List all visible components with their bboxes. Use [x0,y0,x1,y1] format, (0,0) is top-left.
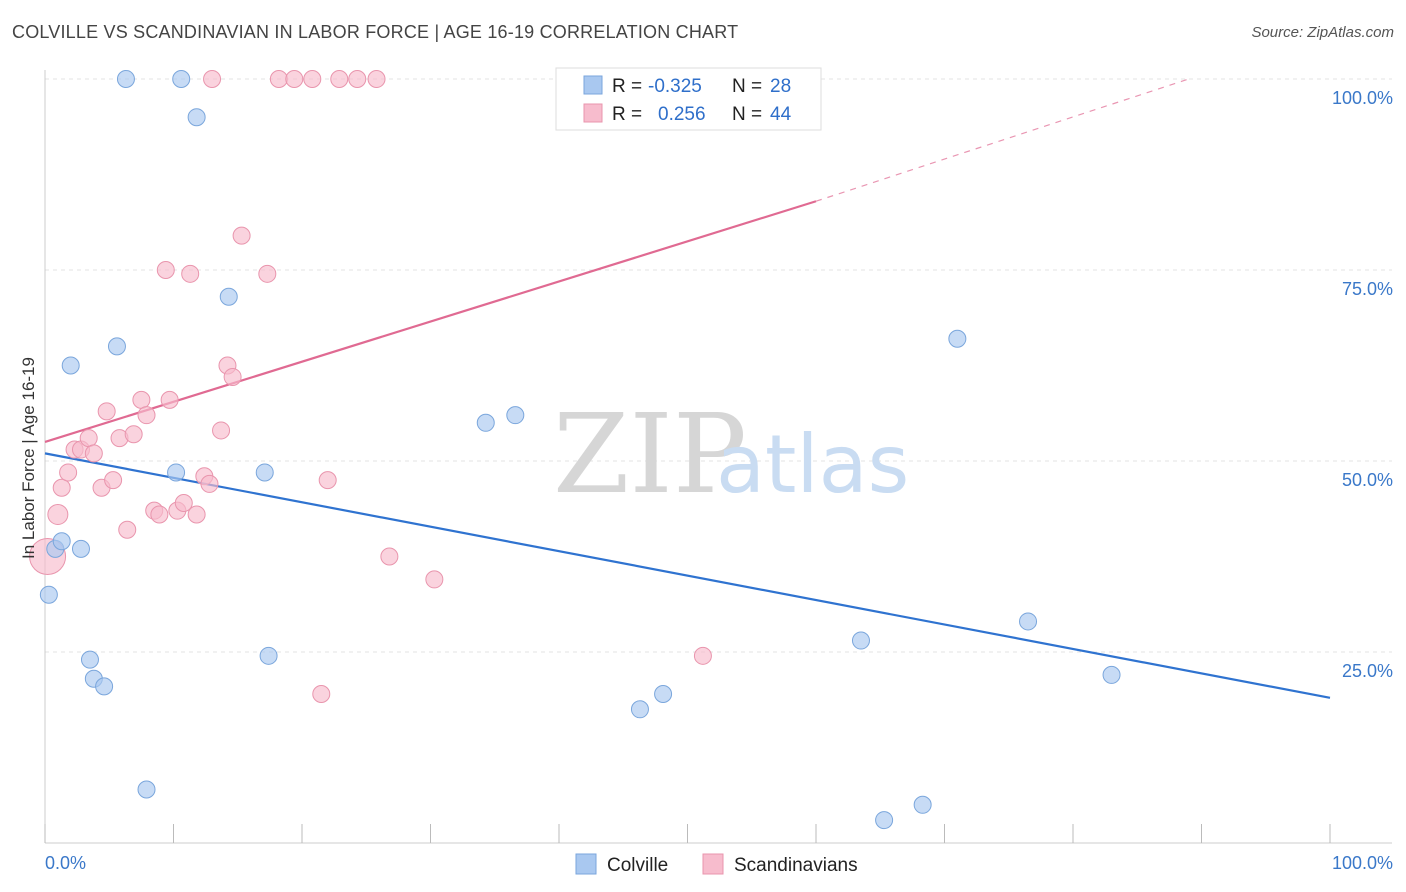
data-point [104,471,123,490]
data-point [255,463,274,482]
data-points [29,70,1121,830]
legend-n-label: N = [732,104,762,125]
legend-r-value: 0.256 [658,104,706,125]
data-point [312,685,331,704]
y-tick-label: 75.0% [1342,279,1393,299]
y-tick-label: 100.0% [1332,88,1393,108]
data-point [59,463,78,482]
data-point [39,585,58,604]
y-axis-label: In Labor Force | Age 16-19 [19,357,38,559]
y-tick-label: 25.0% [1342,661,1393,681]
data-point [80,650,99,669]
watermark-atlas: atlas [716,418,909,511]
legend-n-value: 44 [770,104,792,125]
source-label: Source: ZipAtlas.com [1251,24,1394,41]
data-point [1102,665,1121,684]
data-point [156,261,175,279]
data-point [212,421,231,440]
watermark: ZIP atlas [553,390,909,518]
data-point [61,356,80,375]
data-point [1019,612,1038,631]
legend-swatch-colville [583,75,603,95]
data-point [654,685,673,704]
data-point [259,646,278,665]
legend-r-value: -0.325 [648,76,702,97]
data-point [137,780,156,799]
trend-line-0 [44,452,1331,699]
legend: R = -0.325 N = 28 R = 0.256 N = 44 [555,67,822,131]
data-point [258,264,277,283]
data-point [232,226,251,245]
data-point [851,631,870,650]
data-point [285,70,304,88]
data-point [223,367,242,386]
data-point [348,70,367,88]
x-tick-label-min: 0.0% [45,853,86,873]
data-point [84,444,103,463]
bottom-legend-swatch-scandinavians [702,853,724,875]
data-point [425,570,444,589]
legend-n-value: 28 [770,76,791,97]
data-point [203,70,222,88]
data-point [137,406,156,425]
data-point [476,413,495,432]
data-point [367,70,386,88]
data-point [318,471,337,490]
watermark-zip: ZIP [553,390,747,518]
data-point [160,390,179,409]
data-point [52,532,71,551]
data-point [116,70,135,88]
legend-n-label: N = [732,76,762,97]
bottom-legend: Colville Scandinavians [575,853,858,876]
data-point [913,795,932,814]
data-point [200,474,219,493]
data-point [187,505,206,524]
data-point [172,70,191,88]
chart-title: COLVILLE VS SCANDINAVIAN IN LABOR FORCE … [12,22,739,42]
data-point [107,337,126,356]
bottom-legend-swatch-colville [575,853,597,875]
data-point [181,264,200,283]
data-point [167,463,186,482]
data-point [330,70,349,88]
data-point [71,539,90,558]
x-tick-label-max: 100.0% [1332,853,1393,873]
data-point [303,70,322,88]
axes [44,70,1392,844]
y-tick-label: 50.0% [1342,470,1393,490]
data-point [269,70,288,88]
data-point [97,402,116,421]
data-point [124,425,143,444]
data-point [693,646,712,665]
trend-lines [44,78,1331,699]
data-point [219,287,238,306]
data-point [150,505,169,524]
legend-swatch-scandinavians [583,103,603,123]
bottom-legend-label-colville: Colville [607,855,668,876]
data-point [79,429,98,448]
grid [45,78,1392,653]
legend-r-label: R = [612,76,642,97]
data-point [948,329,967,348]
data-point [95,677,114,696]
data-point [132,390,151,409]
data-point [174,494,193,513]
data-point [187,108,206,127]
legend-r-label: R = [612,104,642,125]
trend-line-extension-1 [815,78,1189,202]
data-point [506,406,525,425]
tick-labels: 100.0% 75.0% 50.0% 25.0% 0.0% 100.0% [45,88,1393,873]
bottom-legend-label-scandinavians: Scandinavians [734,855,858,876]
data-point [875,811,894,830]
data-point [380,547,399,566]
data-point [630,700,649,719]
data-point [118,520,137,539]
data-point [52,478,71,497]
data-point [47,503,69,525]
